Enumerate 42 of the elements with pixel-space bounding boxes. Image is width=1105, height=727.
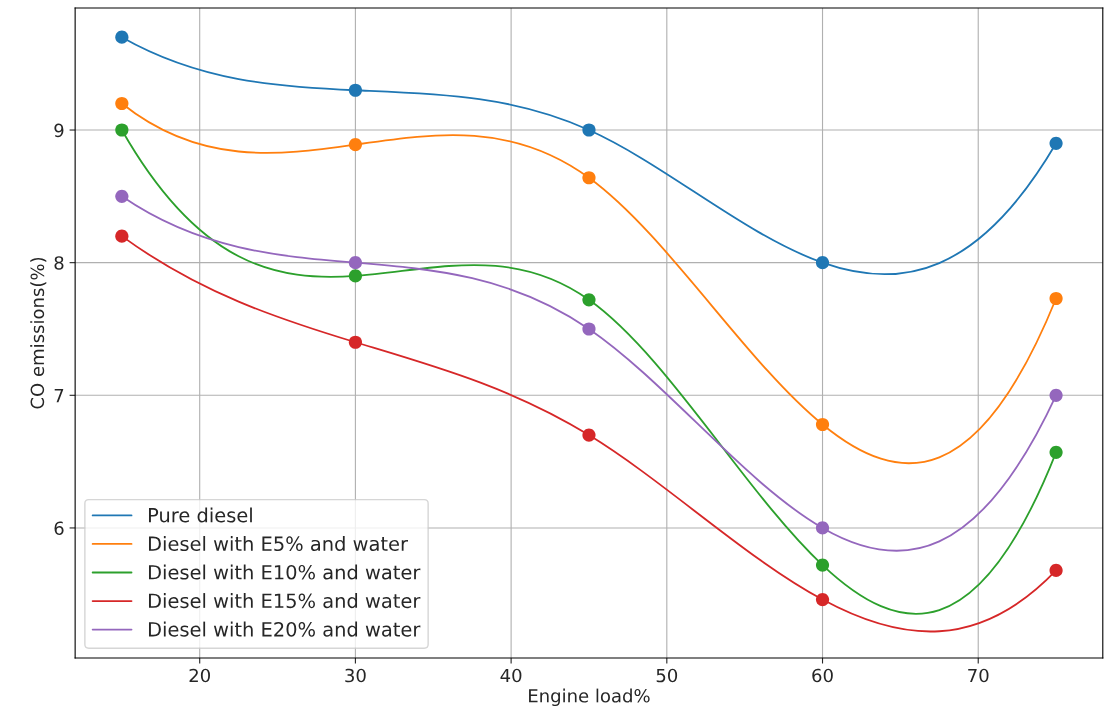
point	[582, 428, 596, 442]
point	[115, 229, 129, 243]
x-tick-label: 50	[656, 668, 678, 683]
y-tick-label: 7	[54, 389, 64, 403]
point	[115, 96, 129, 111]
point	[815, 256, 830, 270]
legend-label: Pure diesel	[148, 507, 252, 523]
point	[582, 293, 596, 307]
point	[582, 171, 596, 185]
legend-label: Diesel with E10% and water	[148, 564, 421, 580]
point	[348, 256, 362, 270]
legend-label: Diesel with E5% and water	[148, 535, 409, 552]
point	[1049, 291, 1063, 306]
x-tick-label: 30	[345, 668, 366, 683]
point	[348, 335, 362, 349]
point	[115, 30, 129, 44]
y-tick-label: 9	[54, 123, 64, 138]
point	[815, 521, 830, 535]
point	[348, 269, 362, 283]
x-tick-label: 40	[500, 668, 522, 683]
point	[815, 558, 830, 572]
point	[815, 592, 830, 607]
point	[815, 417, 830, 432]
point	[1049, 445, 1063, 459]
x-axis-title: Engine load%	[529, 688, 650, 707]
point	[582, 322, 596, 336]
x-tick-label: 60	[812, 668, 833, 683]
y-tick-label: 6	[54, 521, 64, 536]
legend-label: Diesel with E20% and water	[148, 621, 421, 637]
point	[582, 123, 596, 137]
point	[348, 138, 362, 152]
x-tick-label: 20	[189, 668, 210, 683]
legend-label: Diesel with E15% and water	[148, 593, 421, 609]
point	[115, 189, 129, 203]
point	[1049, 388, 1063, 402]
y-axis-title: CO emissions(%)	[30, 257, 47, 409]
point	[115, 123, 129, 137]
y-tick-label: 8	[54, 256, 64, 270]
point	[1049, 563, 1063, 577]
x-tick-label: 70	[968, 668, 989, 683]
point	[1049, 136, 1063, 150]
point	[348, 83, 362, 97]
